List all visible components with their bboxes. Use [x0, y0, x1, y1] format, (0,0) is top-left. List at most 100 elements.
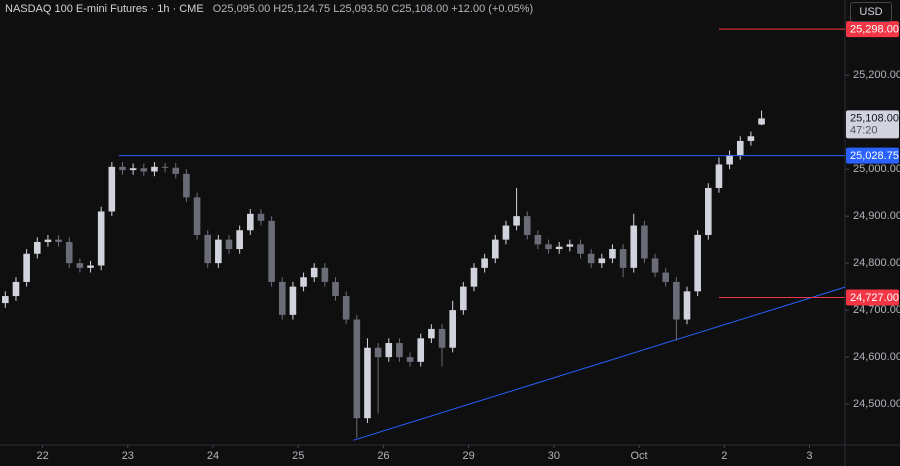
candle-body [140, 168, 148, 172]
chart-title: NASDAQ 100 E-mini Futures · 1h · CME [5, 3, 204, 15]
candle-body [396, 343, 403, 358]
candle-body [172, 167, 180, 174]
candle-body [438, 328, 446, 348]
candle-body [641, 225, 648, 259]
candle-body [332, 281, 339, 297]
candle-body [715, 164, 723, 188]
x-tick-label: 30 [548, 450, 560, 462]
candle-body [204, 234, 212, 264]
candle-body [183, 173, 190, 198]
x-tick-label: 26 [377, 450, 389, 462]
y-tick-label: 24,600.00 [853, 351, 900, 363]
candle-body [758, 118, 765, 125]
candle-body [502, 225, 510, 240]
x-tick-label: 29 [463, 450, 475, 462]
last-price-tag [846, 110, 899, 139]
candle-body [694, 234, 701, 292]
price-level-label: 25,028.75 [850, 150, 899, 162]
candle-body [129, 168, 137, 171]
candle-body [55, 239, 62, 243]
price-level-label: 24,727.00 [850, 292, 899, 304]
candle-body [151, 166, 158, 172]
candle-body [44, 239, 52, 243]
trendline [353, 286, 846, 441]
candle-body [342, 296, 350, 320]
y-tick-label: 24,900.00 [853, 210, 900, 222]
candle-body [726, 155, 733, 165]
candle-body [566, 244, 574, 247]
candle-body [736, 140, 744, 156]
candle-body [630, 225, 638, 268]
candle-body [87, 265, 94, 268]
candle-body [683, 291, 691, 320]
candle-body [577, 244, 584, 254]
candle-body [673, 281, 680, 320]
y-tick-label: 24,700.00 [853, 304, 900, 316]
candle-body [268, 220, 275, 282]
candle-body [609, 249, 616, 259]
candle-body [321, 267, 329, 282]
candle-body [545, 244, 552, 250]
candle-body [449, 310, 456, 348]
candle-body [513, 216, 520, 226]
candle-body [534, 234, 542, 245]
price-level-tag [846, 21, 899, 38]
candle-body [460, 286, 467, 311]
candle-body [257, 213, 265, 221]
candle-body [225, 239, 233, 250]
x-tick-label: 2 [721, 450, 727, 462]
ohlc-legend: O25,095.00 H25,124.75 L25,093.50 C25,108… [212, 3, 534, 15]
bar-countdown: 47:20 [850, 124, 878, 136]
candle-body [587, 253, 595, 264]
x-tick-label: 22 [36, 450, 48, 462]
candle-body [406, 357, 414, 362]
candle-body [374, 347, 382, 358]
candle-body [651, 258, 659, 273]
x-tick-label: 23 [122, 450, 134, 462]
candle-body [2, 296, 9, 304]
x-tick-label: 25 [292, 450, 304, 462]
candle-body [598, 258, 606, 264]
candle-body [278, 281, 286, 315]
y-tick-label: 25,200.00 [853, 69, 900, 81]
candle-body [33, 242, 41, 254]
candle-body [23, 253, 30, 282]
currency-button[interactable]: USD [850, 2, 892, 22]
candle-body [289, 286, 297, 315]
candle-body [12, 281, 20, 297]
candle-body [119, 166, 126, 171]
candle-body [236, 230, 243, 250]
candle-body [97, 211, 105, 266]
price-level-tag [846, 147, 899, 164]
x-tick-label: Oct [631, 450, 648, 462]
candle-body [705, 187, 712, 235]
candle-body [300, 277, 307, 287]
candle-body [65, 242, 73, 264]
y-tick-label: 25,000.00 [853, 163, 900, 175]
y-tick-label: 24,500.00 [853, 398, 900, 410]
candle-body [108, 166, 116, 212]
x-tick-label: 24 [207, 450, 219, 462]
candle-body [555, 246, 563, 250]
candle-body [662, 272, 670, 282]
candle-body [364, 347, 371, 419]
candle-body [417, 338, 425, 362]
candle-body [747, 136, 755, 141]
candle-body [523, 216, 531, 235]
last-price-label: 25,108.00 [850, 112, 899, 124]
candle-body [161, 166, 169, 168]
candle-body [247, 213, 254, 231]
candle-body [353, 319, 361, 419]
candle-body [310, 267, 318, 278]
candle-body [215, 239, 222, 264]
candle-body [619, 249, 627, 268]
price-level-label: 25,298.00 [850, 24, 899, 36]
candle-body [481, 258, 488, 268]
candle-body [491, 239, 499, 259]
candle-body [385, 343, 393, 358]
candle-body [428, 328, 435, 339]
candle-body [470, 267, 478, 287]
price-level-tag [846, 289, 899, 306]
